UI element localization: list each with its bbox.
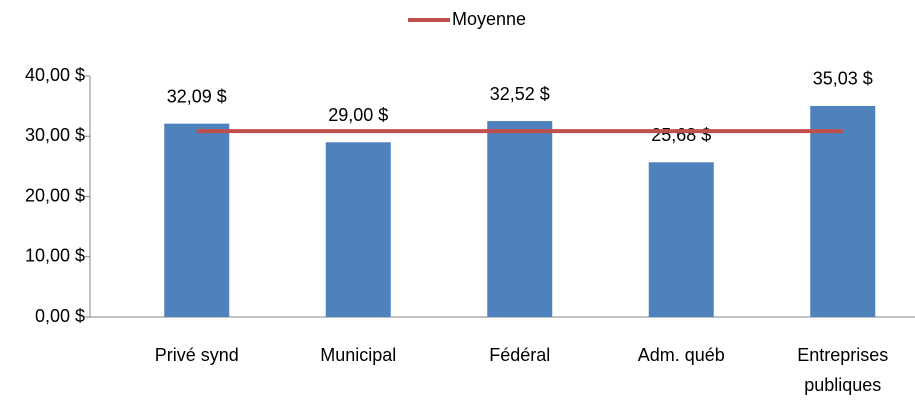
bar bbox=[810, 105, 876, 318]
data-label: 35,03 $ bbox=[813, 69, 873, 89]
bar bbox=[164, 123, 230, 318]
bar bbox=[648, 162, 714, 317]
bar bbox=[325, 142, 391, 317]
legend-label: Moyenne bbox=[452, 9, 526, 29]
data-label: 29,00 $ bbox=[328, 105, 388, 125]
x-tick-label: Entreprises publiques bbox=[797, 345, 889, 395]
y-tick-label: 10,00 $ bbox=[25, 246, 85, 266]
y-tick-label: 0,00 $ bbox=[35, 306, 85, 326]
x-tick-label: Fédéral bbox=[489, 345, 551, 365]
x-tick-label: Municipal bbox=[320, 345, 397, 365]
data-label: 32,09 $ bbox=[167, 86, 227, 106]
x-tick-label: Adm. québ bbox=[637, 345, 725, 365]
data-label: 25,68 $ bbox=[651, 125, 711, 145]
data-label: 32,52 $ bbox=[490, 84, 550, 104]
y-tick-label: 30,00 $ bbox=[25, 125, 85, 145]
x-tick-label: Privé synd bbox=[154, 345, 239, 365]
y-tick-label: 40,00 $ bbox=[25, 65, 85, 85]
y-tick-label: 20,00 $ bbox=[25, 185, 85, 205]
bar bbox=[487, 121, 553, 317]
